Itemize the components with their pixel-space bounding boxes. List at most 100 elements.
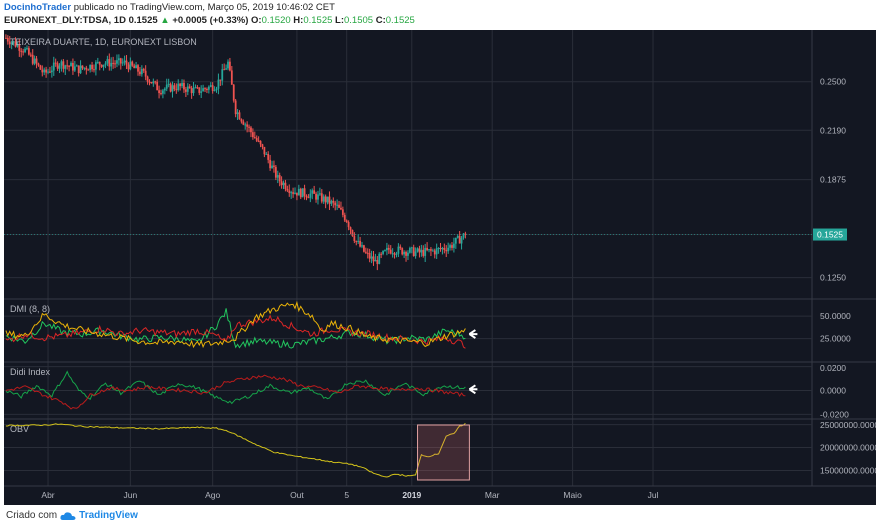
candle-body	[206, 88, 208, 90]
candle-body	[192, 87, 195, 94]
candle	[353, 232, 356, 244]
candle-body	[286, 188, 289, 191]
time-tick-label: Maio	[563, 490, 582, 500]
candle-body	[280, 181, 283, 186]
candle	[449, 243, 451, 251]
candle	[229, 57, 231, 72]
candle-body	[290, 192, 293, 194]
candle-body	[35, 58, 38, 64]
candle-body	[171, 85, 174, 92]
author-link[interactable]: DocinhoTrader	[4, 2, 72, 13]
candle-body	[315, 193, 317, 200]
candle	[238, 110, 241, 120]
candle	[317, 190, 319, 205]
candle-body	[443, 248, 446, 250]
candle	[355, 240, 358, 246]
candle-body	[284, 182, 287, 189]
candle-body	[123, 60, 126, 63]
candle	[368, 248, 371, 263]
candle-body	[453, 243, 455, 248]
candle	[284, 179, 287, 192]
candle	[255, 135, 258, 143]
candle	[45, 66, 48, 78]
candle-body	[462, 233, 465, 238]
candle-body	[340, 207, 342, 210]
candle	[140, 65, 143, 77]
candle-body	[380, 253, 383, 255]
candle	[447, 242, 450, 254]
candle	[50, 65, 53, 78]
candle-body	[384, 250, 386, 252]
candle	[106, 55, 109, 67]
candle-body	[385, 247, 388, 251]
last-price-badge-text: 0.1525	[817, 230, 843, 240]
candle	[251, 128, 254, 140]
candle	[420, 244, 423, 257]
candle-body	[464, 233, 467, 235]
candle-body	[259, 140, 262, 145]
candle-body	[246, 124, 249, 127]
candle	[246, 121, 249, 133]
candle	[458, 230, 461, 244]
candle-body	[299, 188, 302, 198]
open-value: 0.1520	[261, 15, 291, 26]
candle	[426, 242, 429, 252]
candle	[194, 84, 197, 89]
candle-body	[6, 37, 9, 42]
candle	[372, 250, 375, 266]
candle	[175, 83, 178, 94]
candle	[167, 78, 170, 88]
candle	[453, 237, 455, 253]
chart-area[interactable]: 0.25000.21900.18750.15250.12500.1525TEIX…	[4, 30, 876, 505]
candle	[424, 243, 427, 263]
candle-body	[16, 44, 19, 47]
candle-body	[349, 227, 352, 230]
candle-body	[54, 62, 57, 64]
candle-body	[294, 192, 296, 194]
candle-body	[282, 182, 285, 186]
candle-body	[318, 193, 321, 195]
candle	[443, 243, 446, 254]
candle-body	[156, 81, 159, 91]
candle	[309, 189, 312, 203]
candle-body	[431, 250, 434, 252]
candle	[391, 248, 394, 258]
candle-body	[129, 61, 132, 70]
candle-body	[230, 70, 233, 85]
candle-body	[12, 41, 15, 43]
candle-body	[420, 249, 423, 253]
candle	[127, 62, 130, 73]
candle	[343, 212, 346, 223]
candle	[387, 244, 390, 254]
tradingview-brand[interactable]: TradingView	[79, 510, 138, 521]
candle	[320, 189, 323, 204]
candle-body	[229, 61, 231, 71]
candle	[456, 234, 459, 239]
candle-body	[169, 83, 172, 92]
candle-body	[102, 64, 105, 67]
candle	[49, 66, 51, 74]
candle-body	[257, 140, 260, 142]
candle	[196, 85, 199, 90]
candle-body	[133, 65, 136, 69]
candle-body	[410, 247, 413, 249]
last-price: 0.1525	[128, 15, 158, 26]
footer: Criado com TradingView	[6, 510, 138, 521]
candle-body	[238, 112, 241, 120]
chart-canvas[interactable]: 0.25000.21900.18750.15250.12500.1525TEIX…	[4, 30, 876, 505]
candle	[125, 55, 128, 70]
candle	[431, 248, 434, 252]
candle	[242, 119, 245, 126]
candle	[148, 79, 151, 86]
didi-arrow-icon	[468, 384, 478, 395]
candle-body	[336, 204, 339, 206]
candle	[54, 58, 57, 67]
candle	[378, 252, 381, 265]
candle-body	[77, 65, 80, 74]
candle	[139, 66, 141, 77]
candle-body	[267, 153, 270, 160]
candle-body	[322, 196, 325, 202]
candle	[299, 187, 302, 200]
candle-body	[26, 48, 28, 50]
candle	[280, 176, 283, 189]
